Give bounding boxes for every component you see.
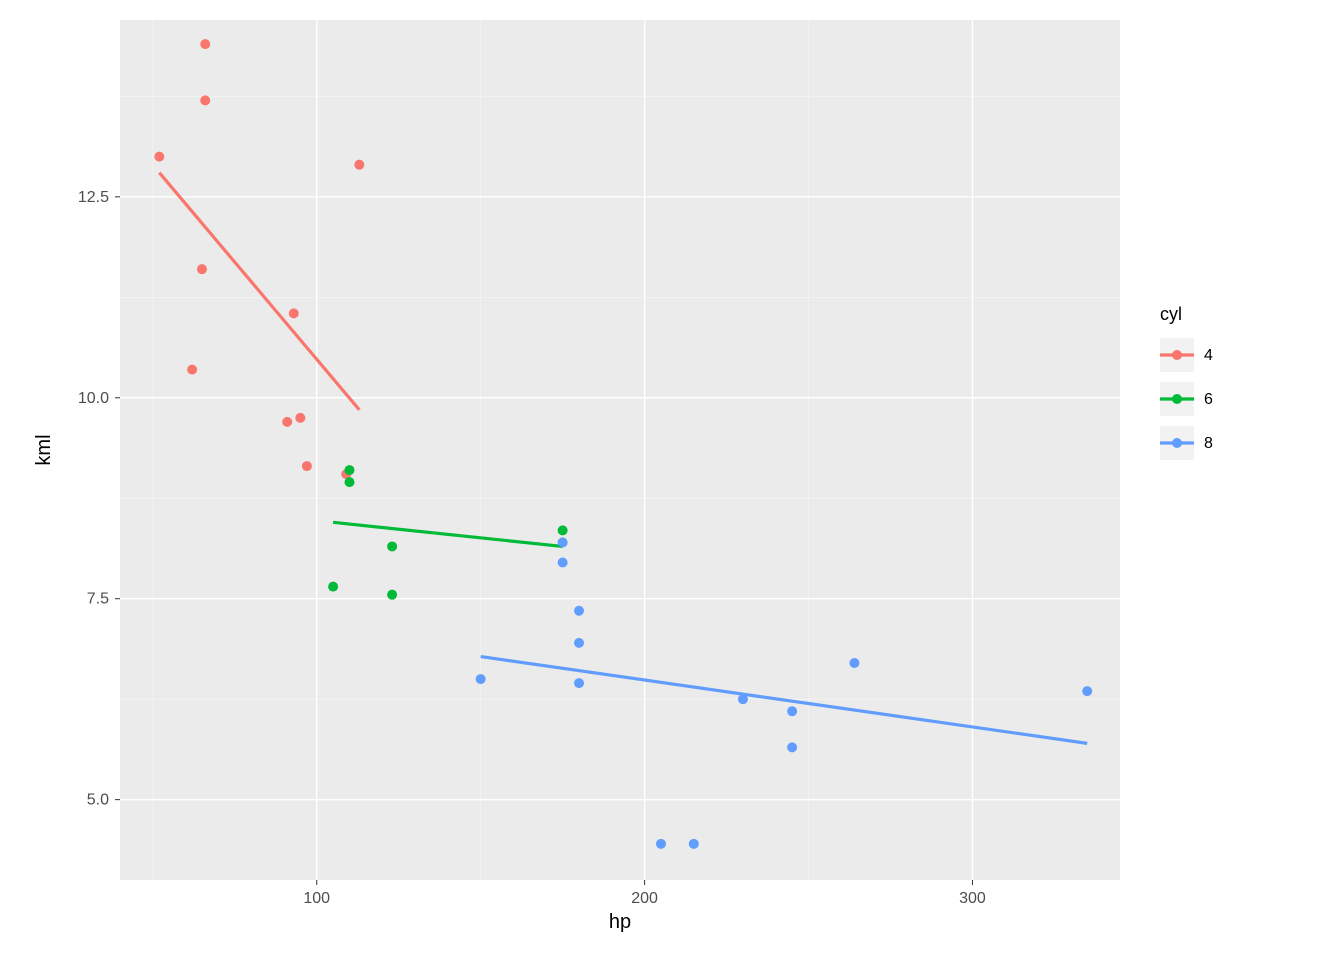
- point-8: [849, 658, 859, 668]
- point-4: [197, 264, 207, 274]
- point-8: [1082, 686, 1092, 696]
- point-8: [476, 674, 486, 684]
- point-8: [558, 537, 568, 547]
- point-8: [738, 694, 748, 704]
- point-6: [558, 525, 568, 535]
- legend: cyl 4 6 8: [1160, 304, 1213, 460]
- x-tick-label: 300: [959, 890, 986, 907]
- point-6: [345, 465, 355, 475]
- point-8: [656, 839, 666, 849]
- y-tick-label: 10.0: [78, 390, 109, 407]
- plot-panel: [120, 20, 1120, 880]
- point-4: [289, 308, 299, 318]
- legend-label-8: 8: [1204, 435, 1213, 452]
- point-4: [200, 95, 210, 105]
- point-8: [574, 606, 584, 616]
- point-8: [787, 706, 797, 716]
- x-tick-label: 200: [631, 890, 658, 907]
- point-6: [345, 477, 355, 487]
- point-6: [328, 582, 338, 592]
- legend-dot-6: [1172, 394, 1182, 404]
- point-4: [187, 365, 197, 375]
- point-8: [787, 742, 797, 752]
- point-4: [154, 152, 164, 162]
- legend-dot-8: [1172, 438, 1182, 448]
- point-4: [282, 417, 292, 427]
- point-4: [302, 461, 312, 471]
- y-tick-label: 7.5: [87, 591, 109, 608]
- legend-title: cyl: [1160, 304, 1182, 324]
- y-tick-label: 12.5: [78, 189, 109, 206]
- scatter-chart: 100 200 300 5.0 7.5 10.0 12.5 hp kml cyl 4 6 8: [0, 0, 1344, 960]
- point-8: [574, 638, 584, 648]
- point-4: [200, 39, 210, 49]
- x-axis-label: hp: [609, 911, 631, 933]
- point-8: [558, 558, 568, 568]
- legend-label-6: 6: [1204, 391, 1213, 408]
- point-8: [689, 839, 699, 849]
- x-tick-label: 100: [303, 890, 330, 907]
- legend-label-4: 4: [1204, 347, 1213, 364]
- point-4: [295, 413, 305, 423]
- point-8: [574, 678, 584, 688]
- point-4: [354, 160, 364, 170]
- point-6: [387, 590, 397, 600]
- y-axis-label: kml: [33, 434, 55, 465]
- y-tick-label: 5.0: [87, 792, 109, 809]
- point-6: [387, 541, 397, 551]
- legend-dot-4: [1172, 350, 1182, 360]
